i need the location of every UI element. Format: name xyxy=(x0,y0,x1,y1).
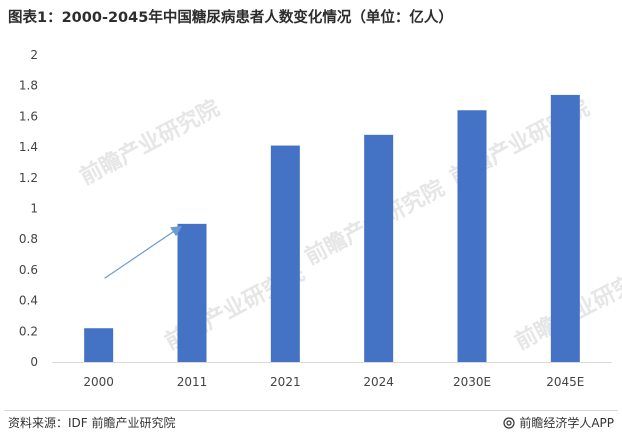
watermark-layer: 前瞻产业研究院前瞻产业研究院前瞻产业研究院前瞻产业研究院前瞻产业研究院 xyxy=(76,95,622,355)
y-tick-label: 0.6 xyxy=(19,263,38,277)
source-note: 资料来源：IDF 前瞻产业研究院 xyxy=(8,416,176,430)
x-tick-label: 2000 xyxy=(83,375,114,389)
y-tick-label: 1.6 xyxy=(19,109,38,123)
bar-2000 xyxy=(84,328,114,362)
y-tick-label: 2 xyxy=(30,48,38,62)
at-icon xyxy=(503,416,515,429)
bar-2045E xyxy=(550,94,580,362)
x-tick-label: 2011 xyxy=(177,375,208,389)
y-tick-label: 1.8 xyxy=(19,79,38,93)
y-tick-label: 1.4 xyxy=(19,140,38,154)
y-tick-label: 0.8 xyxy=(19,232,38,246)
watermark-text: 前瞻产业研究院 xyxy=(76,95,224,190)
bars-group xyxy=(84,94,580,362)
x-axis: 2000 2011 2021 2024 2030E 2045E xyxy=(83,375,584,389)
footer-divider xyxy=(4,410,618,411)
y-tick-label: 0 xyxy=(30,355,38,369)
x-tick-label: 2021 xyxy=(270,375,301,389)
trend-arrow xyxy=(104,225,182,279)
bar-2024 xyxy=(364,134,394,362)
brand-credit: 前瞻经济学人APP xyxy=(503,414,614,431)
x-tick-label: 2024 xyxy=(363,375,394,389)
x-tick-label: 2030E xyxy=(453,375,491,389)
x-tick-label: 2045E xyxy=(546,375,584,389)
bar-2021 xyxy=(270,145,300,362)
y-tick-label: 1 xyxy=(30,202,38,216)
brand-label: 前瞻经济学人APP xyxy=(519,416,614,430)
chart-title: 图表1：2000-2045年中国糖尿病患者人数变化情况（单位：亿人） xyxy=(8,10,453,26)
bar-2030E xyxy=(457,110,487,362)
y-tick-label: 0.4 xyxy=(19,294,38,308)
y-axis: 0 0.2 0.4 0.6 0.8 1 1.2 1.4 1.6 1.8 2 xyxy=(19,48,38,369)
bar-2011 xyxy=(177,223,207,362)
y-tick-label: 0.2 xyxy=(19,324,38,338)
y-tick-label: 1.2 xyxy=(19,171,38,185)
